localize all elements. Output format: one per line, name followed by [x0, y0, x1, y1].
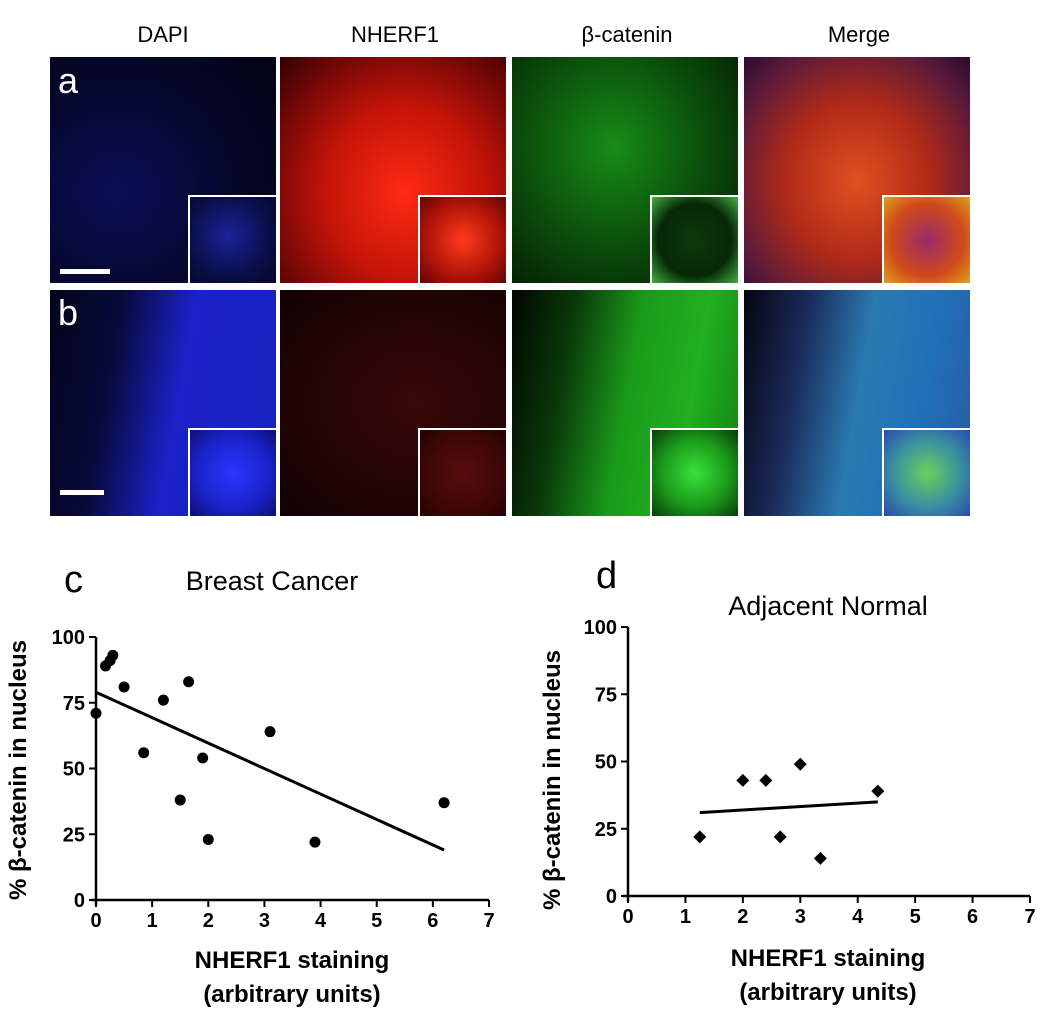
inset-b-catenin	[650, 428, 738, 516]
y-axis-label-c: % β-catenin in nucleus	[5, 640, 32, 900]
x-axis-label-c-line1: NHERF1 staining	[195, 947, 390, 974]
micrograph-b-dapi	[50, 290, 276, 516]
data-point	[814, 852, 827, 865]
x-tick-label: 3	[259, 910, 270, 932]
data-point	[119, 681, 130, 692]
x-tick-label: 2	[737, 906, 748, 928]
column-header-merge: Merge	[744, 22, 974, 48]
panel-letter-d: d	[596, 555, 617, 597]
inset-b-merge	[882, 428, 970, 516]
micrograph-b-merge	[744, 290, 970, 516]
x-axis-label-d-line2: (arbitrary units)	[739, 979, 916, 1006]
y-tick-label: 100	[584, 617, 617, 639]
x-tick-label: 0	[90, 910, 101, 932]
scale-bar-a	[60, 269, 110, 274]
y-tick-label: 0	[606, 886, 617, 908]
x-tick-label: 1	[147, 910, 158, 932]
tick-labels-c: 0 1 2 3 4 5 6 7 0 25 50 75 100	[52, 627, 495, 932]
micrograph-a-merge	[744, 57, 970, 283]
scale-bar-b	[60, 490, 104, 495]
data-point	[736, 774, 749, 787]
scatter-chart-breast-cancer: c Breast Cancer % β-catenin in nucleus N…	[0, 540, 520, 1034]
data-point	[794, 758, 807, 771]
axes-d	[621, 627, 1030, 903]
regression-line-d	[700, 802, 878, 813]
data-points-c	[91, 650, 450, 848]
x-tick-label: 6	[967, 906, 978, 928]
x-tick-label: 3	[795, 906, 806, 928]
chart-title-c: Breast Cancer	[186, 566, 359, 596]
data-point	[197, 752, 208, 763]
micrograph-a-dapi	[50, 57, 276, 283]
panel-letter-c: c	[64, 559, 83, 601]
y-tick-label: 0	[74, 890, 85, 912]
data-point	[107, 650, 118, 661]
inset-a-nherf1	[418, 195, 506, 283]
scatter-chart-adjacent-normal: d Adjacent Normal % β-catenin in nucleus…	[520, 540, 1050, 1034]
data-point	[774, 830, 787, 843]
data-point	[91, 708, 102, 719]
inset-a-catenin	[650, 195, 738, 283]
y-tick-label: 50	[63, 759, 85, 781]
y-tick-label: 25	[63, 824, 85, 846]
tick-labels-d: 0 1 2 3 4 5 6 7 0 25 50 75 100	[584, 617, 1036, 928]
data-point	[265, 726, 276, 737]
data-point	[693, 830, 706, 843]
micrograph-a-nherf1	[280, 57, 506, 283]
axes-c	[89, 637, 489, 907]
x-tick-label: 7	[483, 910, 494, 932]
column-header-catenin: β-catenin	[512, 22, 742, 48]
data-point	[138, 747, 149, 758]
x-tick-label: 6	[427, 910, 438, 932]
x-axis-label-c-line2: (arbitrary units)	[203, 981, 380, 1008]
x-tick-label: 4	[315, 910, 327, 932]
row-label-a: a	[58, 60, 78, 102]
data-point	[203, 834, 214, 845]
x-tick-label: 5	[371, 910, 382, 932]
data-point	[439, 797, 450, 808]
y-axis-label-d: % β-catenin in nucleus	[539, 650, 566, 910]
y-tick-label: 50	[595, 752, 617, 774]
data-point	[183, 676, 194, 687]
x-tick-label: 1	[680, 906, 691, 928]
micrograph-b-catenin	[512, 290, 738, 516]
regression-line	[700, 802, 878, 813]
row-label-b: b	[58, 292, 78, 334]
data-point	[309, 837, 320, 848]
data-point	[158, 695, 169, 706]
y-tick-label: 100	[52, 627, 85, 649]
data-point	[759, 774, 772, 787]
inset-a-dapi	[188, 195, 276, 283]
x-tick-label: 5	[910, 906, 921, 928]
regression-line	[96, 692, 444, 850]
x-tick-label: 0	[622, 906, 633, 928]
micrograph-b-nherf1	[280, 290, 506, 516]
x-tick-label: 4	[852, 906, 864, 928]
y-tick-label: 75	[595, 684, 617, 706]
x-axis-label-d-line1: NHERF1 staining	[731, 945, 926, 972]
column-header-dapi: DAPI	[48, 22, 278, 48]
regression-line-c	[96, 692, 444, 850]
data-point	[871, 785, 884, 798]
y-tick-label: 25	[595, 819, 617, 841]
inset-b-dapi	[188, 428, 276, 516]
column-header-nherf1: NHERF1	[280, 22, 510, 48]
inset-a-merge	[882, 195, 970, 283]
x-tick-label: 7	[1024, 906, 1035, 928]
data-point	[175, 795, 186, 806]
micrograph-a-catenin	[512, 57, 738, 283]
inset-b-nherf1	[418, 428, 506, 516]
y-tick-label: 75	[63, 693, 85, 715]
x-tick-label: 2	[203, 910, 214, 932]
chart-title-d: Adjacent Normal	[728, 591, 928, 621]
